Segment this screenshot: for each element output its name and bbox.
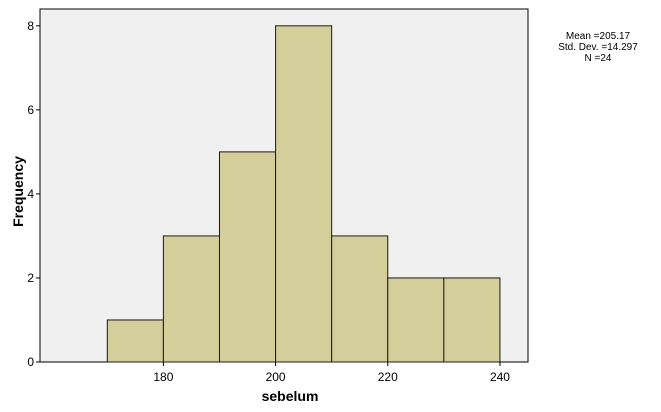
- x-tick-label: 240: [490, 370, 510, 384]
- y-tick-label: 0: [27, 355, 34, 369]
- y-tick-label: 2: [27, 271, 34, 285]
- n-stat: N =24: [584, 53, 612, 64]
- histogram-bar-3: [218, 151, 277, 363]
- y-tick-label: 8: [27, 19, 34, 33]
- y-axis-title: Frequency: [10, 156, 26, 227]
- std-dev-stat: Std. Dev. =14.297: [558, 42, 638, 53]
- histogram-bar-7: [443, 277, 501, 363]
- histogram-bar-6: [387, 277, 445, 363]
- x-tick-label: 220: [378, 370, 398, 384]
- mean-stat: Mean =205.17: [565, 31, 631, 42]
- x-axis-title: sebelum: [262, 388, 319, 404]
- x-tick-label: 180: [153, 370, 173, 384]
- x-tick-label: 200: [266, 370, 286, 384]
- histogram-bar-4: [275, 25, 333, 363]
- y-tick-label: 6: [27, 103, 34, 117]
- histogram-bar-5: [331, 235, 389, 363]
- statistics-box: Mean =205.17 Std. Dev. =14.297 N =24: [548, 31, 648, 64]
- y-tick-label: 4: [27, 187, 34, 201]
- histogram-bar-2: [162, 235, 220, 363]
- histogram-bar-1: [106, 319, 164, 363]
